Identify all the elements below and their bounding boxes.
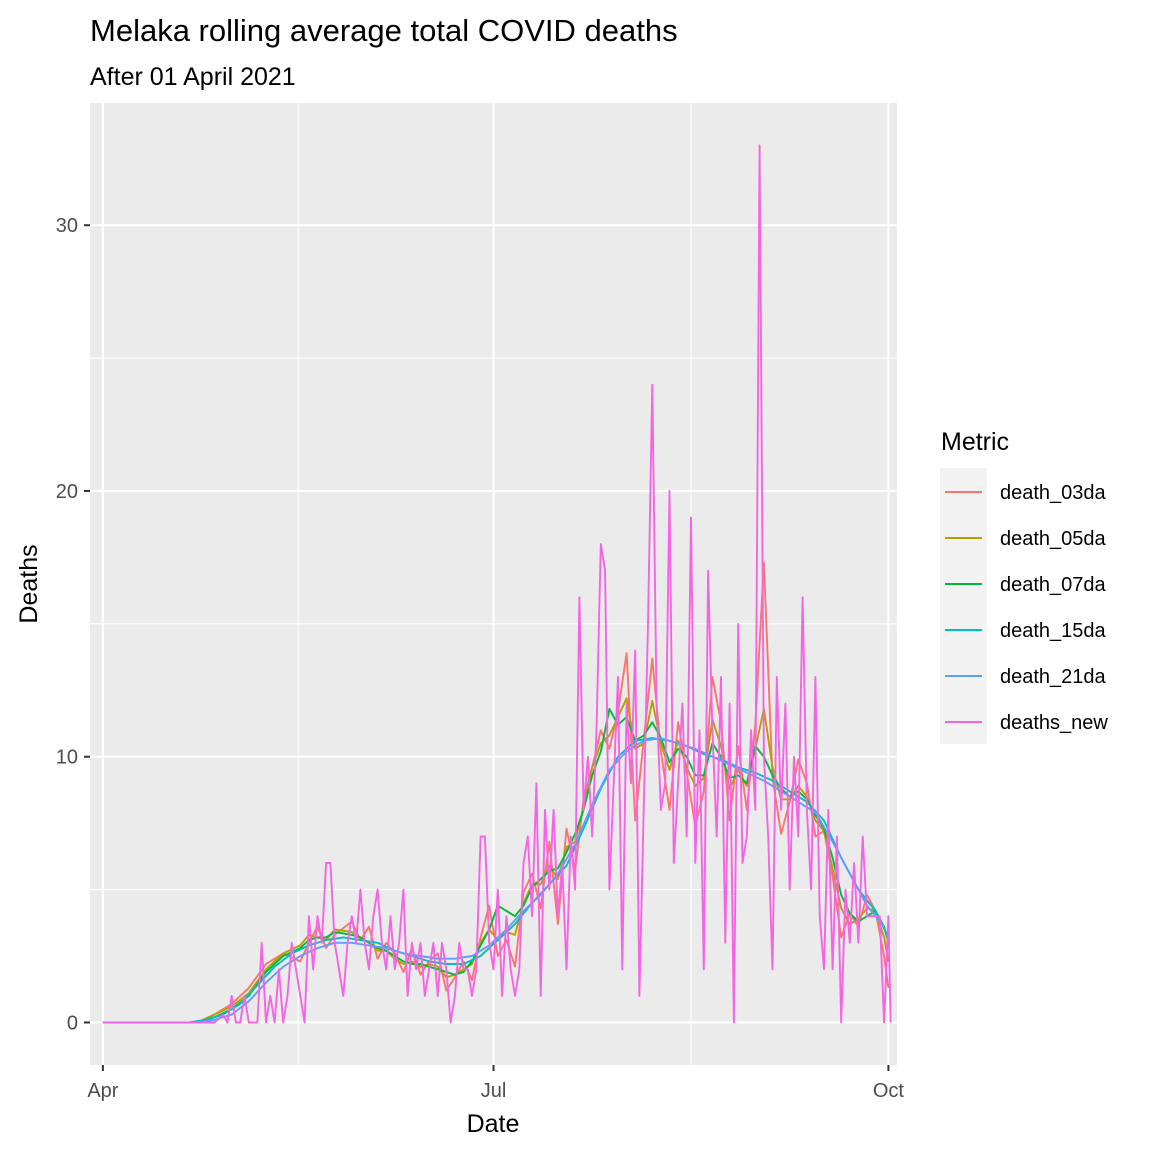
- y-tick-label: 20: [56, 481, 78, 503]
- legend-label-death_15da: death_15da: [1000, 620, 1107, 642]
- x-axis-title: Date: [467, 1110, 520, 1138]
- major-gridlines: [90, 103, 897, 1065]
- x-tick-label: Oct: [873, 1080, 905, 1102]
- x-tick-label: Jul: [481, 1080, 507, 1102]
- series-line-deaths_new: [102, 144, 892, 1024]
- y-axis-title: Deaths: [15, 544, 43, 623]
- legend-key-background: [940, 468, 987, 744]
- legend-label-death_07da: death_07da: [1000, 574, 1107, 596]
- x-tick-label: Apr: [87, 1080, 118, 1102]
- y-tick-label: 30: [56, 215, 78, 237]
- series-lines: [102, 144, 892, 1024]
- axis-ticks: 0 10 20 30 Apr Jul Oct: [56, 215, 905, 1102]
- y-tick-label: 10: [56, 747, 78, 769]
- legend-title: Metric: [941, 428, 1009, 456]
- legend-label-deaths_new: deaths_new: [1000, 712, 1108, 734]
- legend-label-death_03da: death_03da: [1000, 482, 1107, 504]
- legend-label-death_05da: death_05da: [1000, 528, 1107, 550]
- legend-label-death_21da: death_21da: [1000, 666, 1107, 688]
- chart-title: Melaka rolling average total COVID death…: [90, 13, 678, 48]
- chart-subtitle: After 01 April 2021: [90, 63, 296, 91]
- y-tick-label: 0: [67, 1012, 78, 1034]
- legend-items: death_03da death_05da death_07da death_15da…: [945, 482, 1108, 734]
- legend: Metric death_03dadeath_05dadeath_07dadea…: [940, 428, 1108, 744]
